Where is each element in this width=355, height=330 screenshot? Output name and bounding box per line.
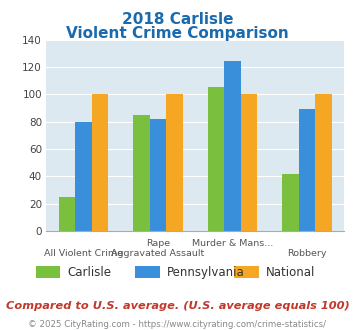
Bar bbox=[75, 122, 92, 231]
Bar bbox=[150, 119, 166, 231]
Bar bbox=[92, 94, 108, 231]
Bar bbox=[299, 109, 315, 231]
Bar bbox=[224, 61, 241, 231]
Bar bbox=[133, 115, 150, 231]
Text: Violent Crime Comparison: Violent Crime Comparison bbox=[66, 26, 289, 41]
Text: Compared to U.S. average. (U.S. average equals 100): Compared to U.S. average. (U.S. average … bbox=[6, 301, 349, 311]
Bar bbox=[241, 94, 257, 231]
Bar bbox=[59, 197, 75, 231]
Text: Aggravated Assault: Aggravated Assault bbox=[111, 249, 204, 258]
Bar bbox=[283, 174, 299, 231]
Text: Murder & Mans...: Murder & Mans... bbox=[192, 239, 273, 248]
Text: Carlisle: Carlisle bbox=[67, 266, 111, 279]
Text: All Violent Crime: All Violent Crime bbox=[44, 249, 123, 258]
Text: Pennsylvania: Pennsylvania bbox=[167, 266, 245, 279]
Bar bbox=[234, 266, 259, 278]
Text: Rape: Rape bbox=[146, 239, 170, 248]
Bar bbox=[135, 266, 160, 278]
Text: 2018 Carlisle: 2018 Carlisle bbox=[122, 12, 233, 26]
Bar bbox=[166, 94, 182, 231]
Text: Robbery: Robbery bbox=[287, 249, 327, 258]
Text: © 2025 CityRating.com - https://www.cityrating.com/crime-statistics/: © 2025 CityRating.com - https://www.city… bbox=[28, 319, 327, 329]
Bar bbox=[208, 87, 224, 231]
Bar bbox=[315, 94, 332, 231]
Bar bbox=[36, 266, 60, 278]
Text: National: National bbox=[266, 266, 316, 279]
